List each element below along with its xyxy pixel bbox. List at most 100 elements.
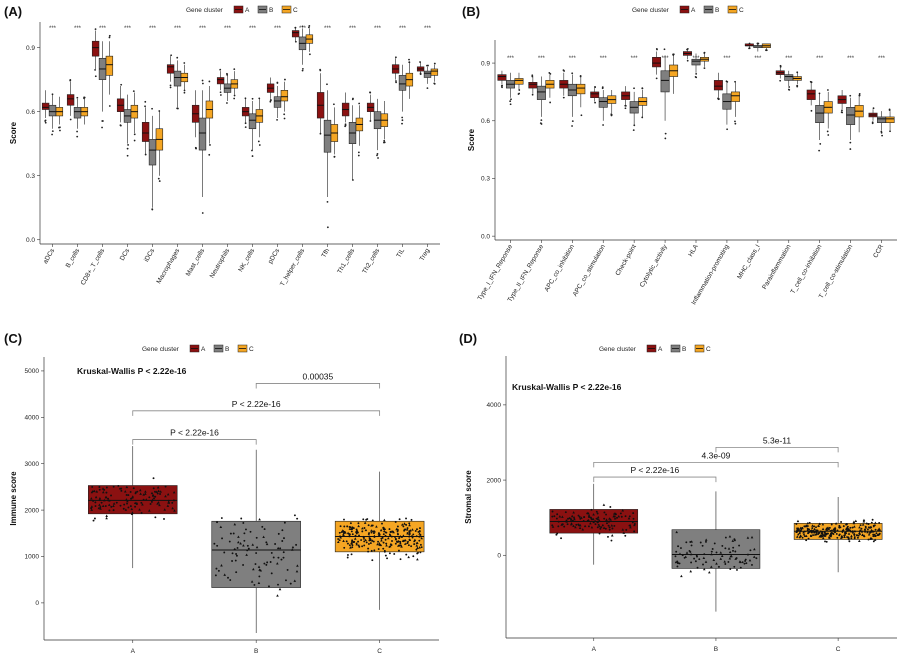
box-b-mast_cells: [198, 79, 207, 214]
data-point: [598, 519, 601, 522]
outlier-point: [395, 81, 397, 84]
data-point: [583, 516, 586, 519]
box-body: [273, 96, 282, 108]
data-point: [810, 529, 813, 532]
outlier-point: [571, 120, 574, 123]
outlier-point: [269, 100, 272, 103]
data-point: [163, 508, 167, 511]
box-body: [590, 91, 600, 98]
data-point: [363, 544, 366, 547]
data-point: [367, 524, 370, 527]
outlier-point: [157, 177, 160, 180]
data-point: [381, 522, 383, 525]
box-body: [598, 97, 608, 108]
data-point: [598, 532, 601, 535]
data-point: [723, 560, 727, 563]
data-point: [257, 565, 261, 568]
data-point: [407, 540, 409, 543]
data-point: [797, 533, 800, 536]
data-point: [229, 532, 232, 535]
data-point: [233, 548, 236, 551]
data-point: [361, 530, 364, 533]
data-point: [842, 525, 845, 528]
significance-label: ***: [349, 26, 357, 32]
data-point: [133, 501, 137, 505]
data-point: [110, 505, 113, 508]
data-point: [701, 544, 704, 547]
outlier-point: [169, 86, 172, 89]
data-point: [674, 555, 677, 558]
bracket-line: [593, 462, 839, 468]
legend-label-c: C: [706, 346, 711, 353]
data-point: [232, 532, 235, 535]
data-point: [150, 491, 154, 495]
data-point: [379, 528, 383, 532]
data-point: [833, 527, 836, 530]
box-c-b_cells: [80, 96, 89, 125]
box-body: [691, 58, 701, 66]
outlier-point: [319, 132, 322, 135]
data-point: [828, 526, 831, 529]
box-c-t_cell_co-stimulation: [854, 93, 864, 133]
data-point: [849, 529, 852, 532]
data-point: [847, 538, 850, 541]
data-point: [551, 515, 554, 518]
data-point: [805, 534, 808, 538]
data-point: [418, 529, 421, 533]
data-point: [875, 532, 878, 535]
data-point: [338, 539, 341, 542]
data-point: [157, 501, 160, 504]
data-point: [689, 569, 693, 573]
box-c-nk_cells: [255, 97, 264, 146]
data-point: [856, 534, 858, 537]
data-point: [702, 563, 704, 566]
data-point: [132, 487, 135, 490]
data-point: [219, 525, 223, 529]
data-point: [738, 544, 741, 547]
outlier-point: [308, 25, 311, 27]
data-point: [862, 518, 866, 522]
data-point: [152, 494, 155, 497]
outlier-point: [133, 139, 136, 142]
box-a-mhc_class_i: [744, 42, 754, 50]
outlier-point: [101, 120, 104, 122]
data-point: [866, 528, 869, 531]
data-point: [296, 564, 299, 567]
box-a-idcs: [141, 100, 150, 156]
data-point: [611, 527, 614, 530]
data-point: [553, 515, 556, 518]
data-point: [866, 530, 869, 534]
data-point: [371, 539, 374, 542]
outlier-point: [244, 122, 247, 125]
data-point: [401, 523, 404, 526]
legend-label-b: B: [715, 7, 719, 14]
outlier-point: [344, 123, 347, 126]
data-point: [749, 549, 752, 552]
data-point: [872, 535, 875, 538]
data-point: [250, 580, 254, 583]
data-point: [242, 522, 245, 524]
data-point: [702, 567, 706, 571]
x-tick-label: T_helper_cells: [279, 247, 307, 288]
data-point: [713, 542, 716, 545]
data-point: [394, 537, 398, 541]
data-point: [152, 496, 156, 500]
data-point: [98, 488, 101, 491]
outlier-point: [549, 101, 552, 104]
jitter-points-c: [336, 517, 423, 562]
box-a-pdcs: [266, 77, 275, 103]
data-point: [220, 564, 223, 567]
data-point: [92, 519, 95, 522]
data-point: [799, 530, 802, 533]
data-point: [633, 522, 637, 525]
outlier-point: [257, 140, 260, 143]
data-point: [223, 573, 227, 576]
data-point: [346, 525, 349, 528]
outlier-point: [419, 73, 422, 76]
data-point: [826, 528, 829, 531]
data-point: [628, 515, 631, 518]
data-point: [364, 528, 368, 532]
outlier-point: [509, 100, 512, 103]
data-point: [704, 538, 708, 541]
box-body: [141, 122, 150, 142]
